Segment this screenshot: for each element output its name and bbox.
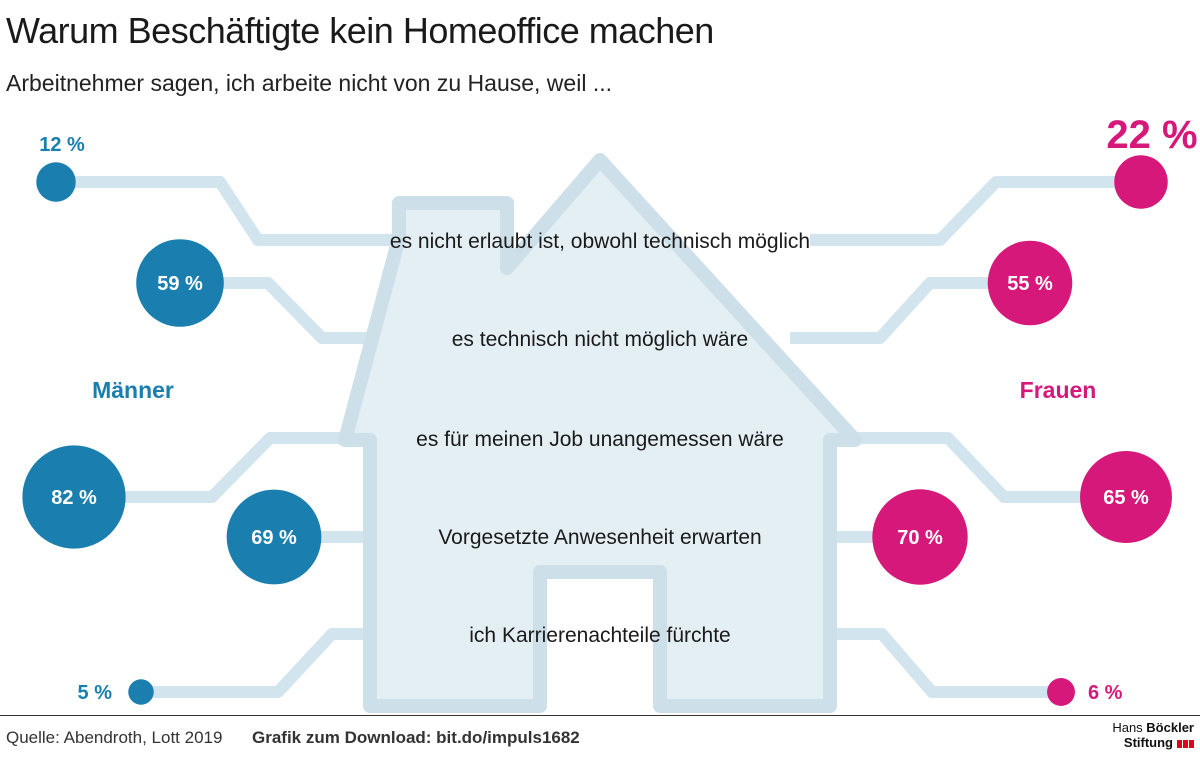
publisher-logo: Hans Böckler Stiftung (1112, 720, 1194, 751)
download-link[interactable]: Grafik zum Download: bit.do/impuls1682 (252, 728, 580, 747)
value-bubble (987, 240, 1073, 326)
value-bubble (226, 489, 322, 585)
value-label: 55 % (1007, 273, 1053, 295)
value-label: 70 % (897, 527, 943, 549)
value-bubble (22, 445, 126, 549)
value-label: 59 % (157, 273, 203, 295)
connector-line (790, 277, 1030, 344)
connector-line (830, 628, 1061, 698)
value-label: 12 % (39, 134, 85, 156)
page-subtitle: Arbeitnehmer sagen, ich arbeite nicht vo… (6, 70, 612, 96)
value-label: 82 % (51, 487, 97, 509)
category-label: es nicht erlaubt ist, obwohl technisch m… (390, 230, 810, 253)
category-label: es technisch nicht möglich wäre (452, 328, 748, 351)
logo-bars-icon (1176, 736, 1194, 751)
value-bubble (1080, 451, 1172, 543)
connector-line (180, 277, 399, 344)
value-bubbles: 12 % 59 % 82 % 69 % 5 % 22 % 55 % 65 % 70 % 6 % (22, 113, 1198, 706)
connector-line (810, 176, 1141, 246)
category-label: ich Karrierenachteile fürchte (469, 624, 730, 647)
value-label: 65 % (1103, 487, 1149, 509)
connector-lines (56, 176, 1141, 698)
footer-divider (0, 715, 1200, 716)
category-label: es für meinen Job unangemessen wäre (416, 428, 784, 451)
value-bubble (1114, 155, 1168, 209)
group-label: Frauen (1020, 377, 1097, 403)
category-label: Vorgesetzte Anwesenheit erwarten (438, 526, 761, 549)
value-bubble (872, 489, 968, 585)
category-labels: es nicht erlaubt ist, obwohl technisch m… (390, 230, 810, 647)
page-title: Warum Beschäftigte kein Homeoffice mache… (6, 10, 714, 51)
value-label: 5 % (78, 682, 113, 704)
value-label: 22 % (1106, 113, 1197, 157)
group-label: Männer (92, 377, 174, 403)
value-bubble (136, 239, 224, 327)
group-labels: Männer Frauen (92, 377, 1096, 403)
value-bubble (128, 679, 154, 705)
connector-line (74, 432, 370, 503)
bubble-chart: es nicht erlaubt ist, obwohl technisch m… (22, 113, 1198, 713)
value-label: 6 % (1088, 682, 1123, 704)
connector-line (830, 432, 1126, 503)
connector-line (56, 176, 399, 246)
source-note: Quelle: Abendroth, Lott 2019 (6, 728, 223, 747)
value-bubble (1047, 678, 1075, 706)
connector-line (141, 628, 370, 698)
value-bubble (36, 162, 76, 202)
value-label: 69 % (251, 527, 297, 549)
house-shape (338, 153, 862, 713)
